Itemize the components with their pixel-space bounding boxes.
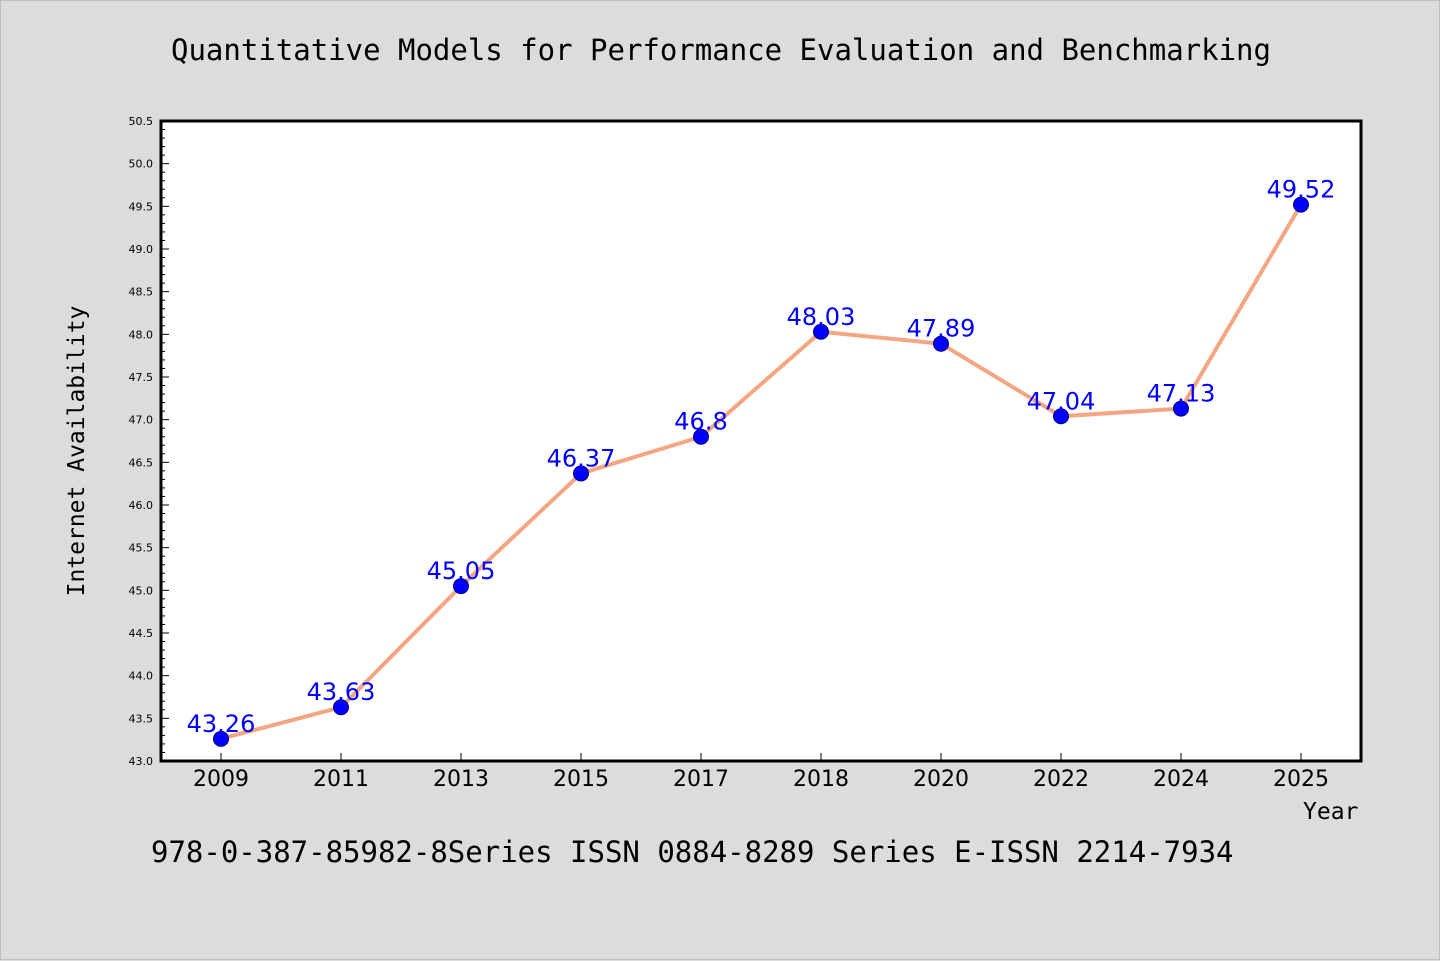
series-line xyxy=(220,203,1303,741)
y-tick-label: 46.5 xyxy=(129,456,154,469)
x-axis: 2009 2011 2013 2015 2017 2018 2020 2022 2024 2025 xyxy=(193,753,1329,792)
data-point xyxy=(693,428,709,445)
x-tick-label: 2009 xyxy=(193,767,249,792)
x-tick-label: 2017 xyxy=(673,767,729,792)
y-tick-label: 50.0 xyxy=(129,158,154,171)
x-tick-label: 2011 xyxy=(313,767,369,792)
series-group: 43.26 43.63 45.05 46.37 46.8 48.03 47.89 47.04 4… xyxy=(187,176,1336,747)
data-point xyxy=(453,578,469,595)
chart-title: Quantitative Models for Performance Eval… xyxy=(171,33,1271,67)
x-tick-label: 2020 xyxy=(913,767,969,792)
y-tick-label: 50.5 xyxy=(129,115,154,128)
y-axis: 43.0 43.5 44.0 44.5 45.0 45.5 46.0 46.5 47.0 47.5… xyxy=(129,115,1363,768)
x-tick-label: 2018 xyxy=(793,767,849,792)
y-tick-label: 46.0 xyxy=(129,499,154,512)
y-tick-label: 44.5 xyxy=(129,627,154,640)
y-tick-label: 49.5 xyxy=(129,200,154,213)
y-tick-label: 47.5 xyxy=(129,371,154,384)
y-tick-label: 47.0 xyxy=(129,414,154,427)
data-label: 45.05 xyxy=(427,557,496,585)
data-point xyxy=(1173,400,1189,417)
y-tick-label: 48.5 xyxy=(129,286,154,299)
y-tick-label: 48.0 xyxy=(129,328,154,341)
y-tick-label: 45.5 xyxy=(129,542,154,555)
data-label: 47.04 xyxy=(1027,387,1096,415)
y-tick-label: 45.0 xyxy=(129,584,154,597)
plot-border xyxy=(159,119,1363,763)
data-point xyxy=(813,323,829,340)
data-point xyxy=(213,730,229,747)
data-label: 47.13 xyxy=(1147,380,1216,408)
data-label: 49.52 xyxy=(1267,176,1336,204)
y-tick-label: 49.0 xyxy=(129,243,154,256)
data-point xyxy=(1053,408,1069,425)
x-tick-label: 2022 xyxy=(1033,767,1089,792)
data-label: 48.03 xyxy=(787,303,856,331)
footer-series-text: 978-0-387-85982-8Series ISSN 0884-8289 S… xyxy=(151,835,1234,869)
y-tick-label: 44.0 xyxy=(129,670,154,683)
data-label: 43.63 xyxy=(307,678,376,706)
data-label: 43.26 xyxy=(187,710,256,738)
x-axis-label: Year xyxy=(1303,799,1359,825)
data-point xyxy=(333,699,349,716)
data-label: 46.37 xyxy=(547,444,616,472)
data-label: 46.8 xyxy=(674,408,727,436)
plot-area xyxy=(161,121,1361,761)
data-point xyxy=(573,465,589,482)
data-label: 47.89 xyxy=(907,315,976,343)
data-point xyxy=(933,335,949,352)
y-tick-label: 43.5 xyxy=(129,712,154,725)
x-tick-label: 2025 xyxy=(1273,767,1329,792)
data-point xyxy=(1293,196,1309,213)
x-tick-label: 2013 xyxy=(433,767,489,792)
y-tick-label: 43.0 xyxy=(129,755,154,768)
x-tick-label: 2024 xyxy=(1153,767,1209,792)
x-tick-label: 2015 xyxy=(553,767,609,792)
